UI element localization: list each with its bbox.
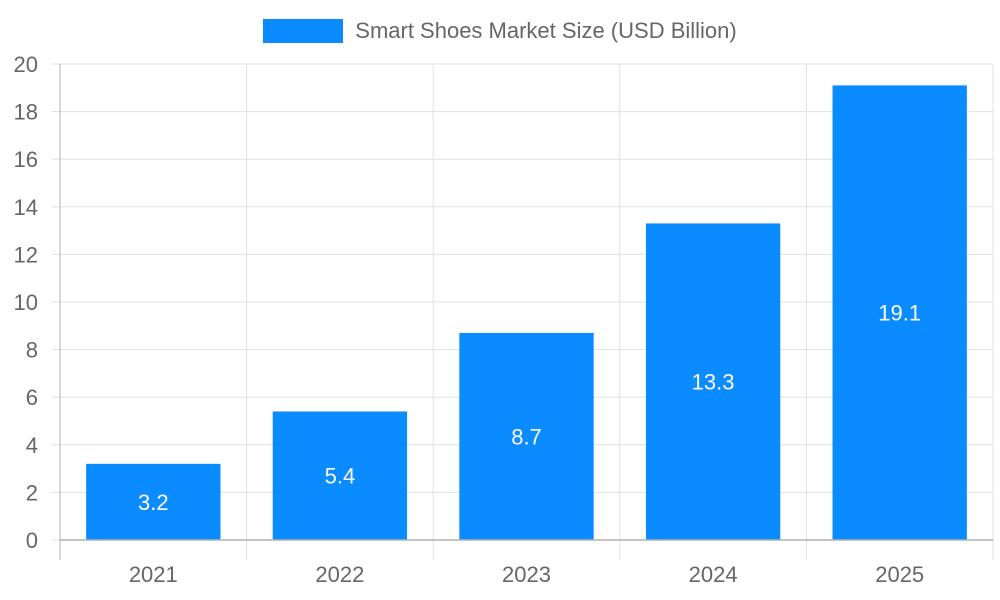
x-tick-label: 2022 — [315, 562, 364, 587]
bar-2022 — [272, 411, 408, 540]
data-label: 3.2 — [138, 490, 169, 515]
x-tick-label: 2021 — [129, 562, 178, 587]
y-tick-label: 4 — [26, 433, 38, 458]
legend-label: Smart Shoes Market Size (USD Billion) — [355, 18, 737, 43]
y-tick-label: 0 — [26, 528, 38, 553]
y-tick-label: 20 — [14, 52, 38, 77]
legend-swatch — [263, 19, 344, 43]
chart-legend[interactable]: Smart Shoes Market Size (USD Billion) — [0, 18, 1000, 44]
y-tick-label: 6 — [26, 385, 38, 410]
x-tick-label: 2023 — [502, 562, 551, 587]
y-tick-label: 2 — [26, 480, 38, 505]
y-tick-label: 18 — [14, 100, 38, 125]
y-tick-label: 10 — [14, 290, 38, 315]
x-tick-label: 2025 — [875, 562, 924, 587]
data-label: 5.4 — [325, 464, 356, 489]
data-label: 8.7 — [511, 424, 542, 449]
data-label: 13.3 — [692, 370, 735, 395]
bar-2023 — [459, 332, 594, 540]
y-tick-label: 8 — [26, 338, 38, 363]
bar-2025 — [832, 85, 967, 541]
y-tick-label: 12 — [14, 242, 38, 267]
bar-2024 — [645, 223, 781, 540]
bar-2021 — [86, 463, 221, 540]
data-label: 19.1 — [878, 301, 921, 326]
x-tick-label: 2024 — [689, 562, 738, 587]
y-tick-label: 16 — [14, 147, 38, 172]
y-tick-label: 14 — [14, 195, 38, 220]
